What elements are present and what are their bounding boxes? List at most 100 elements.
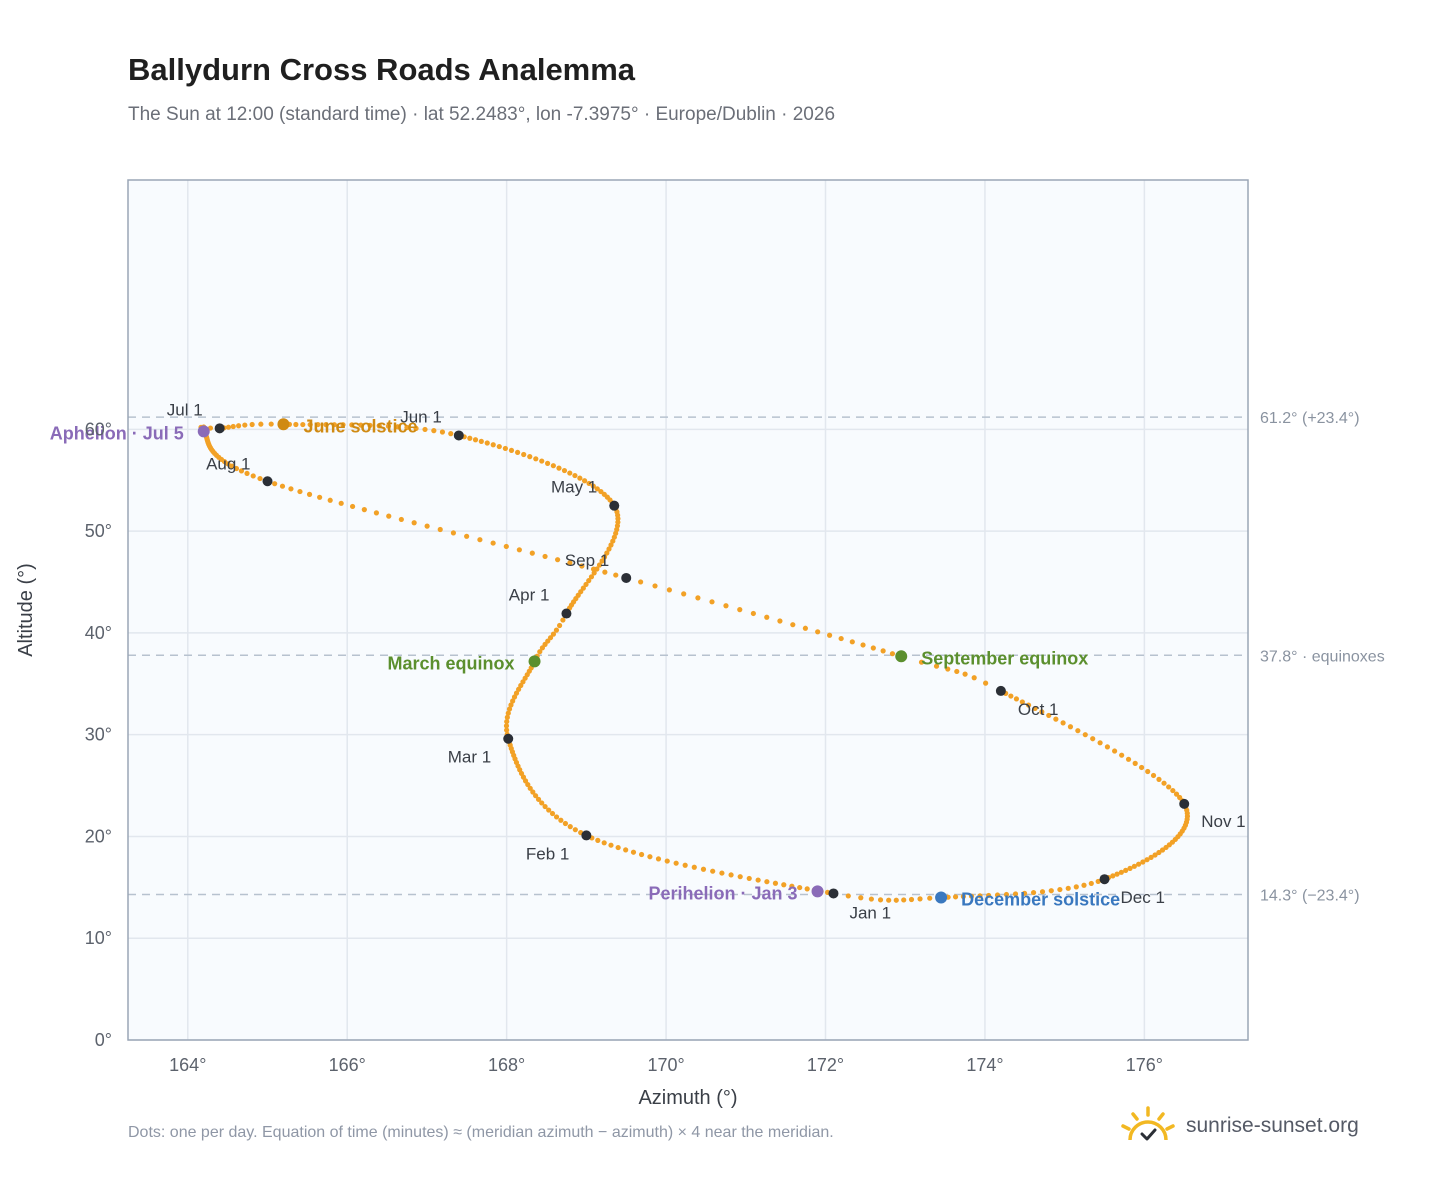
event-label: Perihelion · Jan 3 bbox=[648, 883, 797, 903]
daily-sun-dot bbox=[558, 817, 564, 823]
daily-sun-dot bbox=[472, 437, 479, 443]
daily-sun-dot bbox=[1150, 772, 1157, 779]
daily-sun-dot bbox=[527, 785, 533, 791]
daily-sun-dot bbox=[590, 566, 597, 572]
daily-sun-dot bbox=[508, 702, 514, 708]
daily-sun-dot bbox=[258, 421, 264, 427]
daily-sun-dot bbox=[323, 422, 329, 428]
daily-sun-dot bbox=[553, 627, 560, 633]
daily-sun-dot bbox=[422, 426, 428, 433]
daily-sun-dot bbox=[1082, 732, 1088, 738]
daily-sun-dot bbox=[561, 467, 568, 474]
daily-sun-dot bbox=[860, 642, 866, 648]
daily-sun-dot bbox=[1118, 869, 1124, 875]
event-marker bbox=[528, 655, 541, 668]
daily-sun-dot bbox=[533, 456, 539, 462]
daily-sun-dot bbox=[695, 595, 701, 601]
daily-sun-dot bbox=[1046, 712, 1052, 719]
daily-sun-dot bbox=[1140, 859, 1146, 865]
month-label: Oct 1 bbox=[1018, 700, 1059, 719]
event-label: June solstice bbox=[303, 416, 417, 436]
daily-sun-dot bbox=[506, 706, 513, 712]
x-tick-label: 174° bbox=[966, 1055, 1003, 1075]
daily-sun-dot bbox=[1112, 748, 1118, 754]
daily-sun-dot bbox=[826, 632, 833, 638]
daily-sun-dot bbox=[719, 870, 725, 876]
daily-sun-dot bbox=[367, 422, 373, 428]
daily-sun-dot bbox=[448, 431, 454, 437]
daily-sun-dot bbox=[450, 530, 457, 536]
daily-sun-dot bbox=[546, 807, 552, 813]
daily-sun-dot bbox=[340, 422, 346, 428]
event-label: September equinox bbox=[921, 648, 1088, 668]
daily-sun-dot bbox=[567, 470, 573, 476]
daily-sun-dot bbox=[1067, 724, 1074, 730]
daily-sun-dot bbox=[572, 827, 578, 833]
daily-sun-dot bbox=[398, 516, 404, 523]
reference-lines: 61.2° (+23.4°) 37.8° · equinoxes 14.3° (−2… bbox=[128, 410, 1385, 904]
month-label: Aug 1 bbox=[206, 454, 250, 473]
daily-sun-dot bbox=[608, 842, 614, 848]
event-marker bbox=[935, 891, 948, 904]
daily-sun-dot bbox=[376, 423, 382, 429]
daily-sun-dot bbox=[849, 639, 855, 645]
daily-sun-dot bbox=[505, 710, 511, 716]
daily-sun-dot bbox=[591, 570, 597, 576]
daily-sun-dot bbox=[502, 445, 508, 452]
daily-sun-dot bbox=[682, 862, 688, 868]
daily-sun-dot bbox=[580, 585, 586, 591]
month-marker bbox=[503, 733, 514, 744]
daily-sun-dot bbox=[681, 591, 687, 597]
daily-sun-dot bbox=[293, 421, 299, 428]
daily-sun-dot bbox=[1119, 752, 1125, 758]
daily-sun-dot bbox=[550, 631, 557, 637]
daily-sun-dot bbox=[1075, 728, 1081, 734]
month-marker bbox=[214, 423, 225, 434]
daily-sun-dot bbox=[349, 422, 355, 428]
event-label: March equinox bbox=[388, 653, 515, 673]
plot-area bbox=[128, 180, 1248, 1040]
daily-sun-dot bbox=[728, 872, 734, 878]
brand-name: sunrise-sunset.org bbox=[1186, 1114, 1359, 1137]
daily-sun-dot bbox=[1104, 744, 1111, 750]
daily-sun-dot bbox=[594, 486, 600, 492]
daily-sun-dot bbox=[503, 543, 509, 550]
daily-sun-dot bbox=[539, 458, 545, 464]
daily-sun-dot bbox=[1114, 871, 1120, 877]
daily-sun-dot bbox=[664, 858, 670, 864]
daily-sun-dot bbox=[746, 875, 752, 882]
daily-sun-dot bbox=[521, 451, 527, 458]
daily-sun-dot bbox=[225, 461, 231, 467]
daily-sun-dot bbox=[638, 851, 645, 858]
daily-sun-dot bbox=[504, 727, 510, 733]
daily-sun-dot bbox=[789, 883, 795, 889]
plot-frame bbox=[127, 179, 1249, 1041]
x-tick-label: 176° bbox=[1126, 1055, 1163, 1075]
daily-sun-dot bbox=[1065, 885, 1071, 891]
daily-sun-dot bbox=[583, 581, 589, 588]
daily-sun-dot bbox=[238, 468, 245, 474]
daily-sun-dot bbox=[880, 648, 886, 654]
daily-sun-dot bbox=[666, 587, 672, 593]
footnote: Dots: one per day. Equation of time (min… bbox=[128, 1124, 834, 1141]
y-tick-label: 0° bbox=[95, 1030, 112, 1050]
daily-sun-dot bbox=[233, 465, 240, 472]
daily-sun-dot bbox=[315, 421, 321, 428]
brand[interactable]: sunrise-sunset.org bbox=[1120, 1104, 1359, 1148]
daily-sun-dot bbox=[917, 896, 923, 902]
daily-sun-dot bbox=[556, 465, 562, 471]
daily-sun-dot bbox=[508, 447, 515, 454]
daily-sun-dot bbox=[927, 895, 933, 901]
daily-sun-dot bbox=[490, 540, 496, 546]
daily-sun-dot bbox=[542, 553, 548, 560]
daily-sun-dot bbox=[723, 603, 729, 609]
daily-sun-dot bbox=[327, 497, 333, 503]
daily-sun-dot bbox=[542, 803, 548, 810]
month-label: Apr 1 bbox=[509, 586, 550, 605]
daily-sun-dot bbox=[613, 572, 619, 578]
daily-sun-dot bbox=[764, 614, 770, 620]
daily-sun-dot bbox=[652, 583, 658, 589]
month-label: May 1 bbox=[551, 478, 597, 497]
daily-sun-dot bbox=[1048, 888, 1054, 894]
daily-sun-dot bbox=[331, 422, 337, 428]
